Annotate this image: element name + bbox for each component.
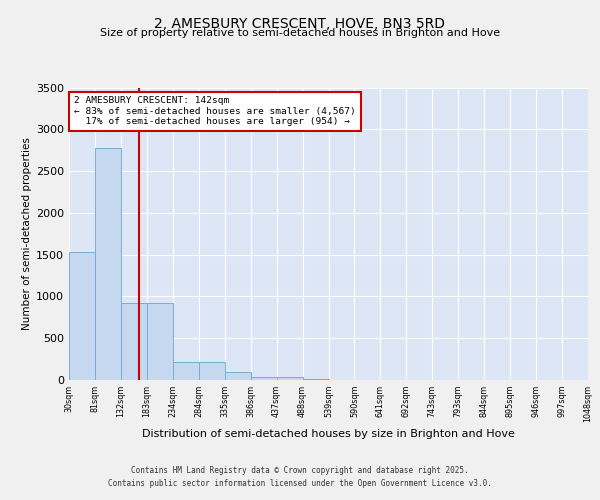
Bar xyxy=(69,252,95,380)
Bar xyxy=(147,303,173,380)
Text: Size of property relative to semi-detached houses in Brighton and Hove: Size of property relative to semi-detach… xyxy=(100,28,500,38)
Text: 2, AMESBURY CRESCENT, HOVE, BN3 5RD: 2, AMESBURY CRESCENT, HOVE, BN3 5RD xyxy=(155,18,445,32)
Bar xyxy=(225,372,251,380)
Bar xyxy=(173,362,199,380)
Bar xyxy=(302,379,329,380)
Bar xyxy=(95,148,121,380)
Bar xyxy=(277,378,302,380)
Bar xyxy=(251,376,277,380)
X-axis label: Distribution of semi-detached houses by size in Brighton and Hove: Distribution of semi-detached houses by … xyxy=(142,429,515,439)
Text: Contains HM Land Registry data © Crown copyright and database right 2025.
Contai: Contains HM Land Registry data © Crown c… xyxy=(108,466,492,487)
Text: 2 AMESBURY CRESCENT: 142sqm
← 83% of semi-detached houses are smaller (4,567)
  : 2 AMESBURY CRESCENT: 142sqm ← 83% of sem… xyxy=(74,96,356,126)
Y-axis label: Number of semi-detached properties: Number of semi-detached properties xyxy=(22,138,32,330)
Bar xyxy=(199,362,224,380)
Bar xyxy=(121,303,147,380)
